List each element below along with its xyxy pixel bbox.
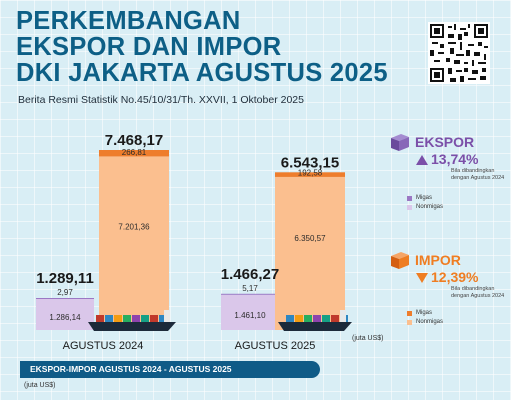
legend-swatch [407, 204, 412, 210]
title-line-2: EKSPOR DAN IMPOR [16, 33, 282, 61]
ekspor-summary: EKSPOR 13,74% Bila dibandingkan dengan A… [388, 130, 508, 190]
legend-swatch [407, 195, 412, 201]
arrow-up-icon [416, 155, 428, 165]
impor-change-note: Bila dibandingkan dengan Agustus 2024 [451, 286, 505, 299]
legend-ekspor-migas: Migas [407, 195, 432, 201]
ekspor-migas-bar [275, 172, 345, 177]
section-title-bar: EKSPOR-IMPOR AGUSTUS 2024 - AGUSTUS 2025 [20, 361, 320, 378]
impor-label: IMPOR [415, 252, 461, 268]
legend-swatch [407, 319, 412, 325]
ekspor-label: EKSPOR [415, 134, 475, 150]
chart-unit-label: (juta US$) [352, 335, 384, 342]
ekspor-container-icon [391, 134, 409, 151]
impor-migas-bar [36, 298, 94, 300]
ekspor-change-note: Bila dibandingkan dengan Agustus 2024 [451, 168, 505, 181]
cargo-ship-icon [278, 310, 352, 331]
legend-ekspor-nonmigas: Nonmigas [407, 204, 443, 210]
title-line-3: DKI JAKARTA AGUSTUS 2025 [16, 59, 388, 87]
arrow-down-icon [416, 273, 428, 283]
ekspor-migas-bar [99, 150, 169, 157]
impor-nonmigas-label: 1.461,10 [234, 311, 266, 320]
legend-swatch [407, 310, 412, 316]
impor-nonmigas-label: 1.286,14 [49, 313, 81, 322]
impor-total-label: 1.466,27 [221, 266, 279, 283]
impor-migas-label: 2,97 [57, 288, 73, 297]
ekspor-nonmigas-label: 7.201,36 [118, 222, 150, 231]
qr-code-icon [428, 22, 490, 84]
impor-total-label: 1.289,11 [36, 270, 94, 287]
impor-nonmigas-bar [36, 299, 94, 330]
category-label: AGUSTUS 2024 [63, 340, 144, 352]
footer-unit-label: (juta US$) [24, 382, 56, 389]
ekspor-nonmigas-bar [275, 176, 345, 330]
impor-container-icon [391, 252, 409, 269]
category-label: AGUSTUS 2025 [235, 340, 316, 352]
ekspor-total-label: 7.468,17 [105, 132, 163, 149]
impor-migas-bar [221, 293, 279, 295]
legend-impor-migas: Migas [407, 310, 432, 316]
page-title: PERKEMBANGAN EKSPOR DAN IMPOR DKI JAKART… [16, 8, 388, 86]
bars-layer [36, 150, 352, 331]
ekspor-change: 13,74% [431, 151, 479, 167]
cargo-ship-icon [88, 310, 176, 331]
ekspor-migas-label: 192,58 [298, 168, 323, 177]
ekspor-nonmigas-label: 6.350,57 [294, 234, 326, 243]
legend-impor-nonmigas: Nonmigas [407, 319, 443, 325]
ekspor-total-label: 6.543,15 [281, 154, 339, 171]
impor-summary: IMPOR 12,39% Bila dibandingkan dengan Ag… [388, 248, 508, 308]
impor-nonmigas-bar [221, 294, 279, 330]
impor-migas-label: 5,17 [242, 284, 258, 293]
ekspor-nonmigas-bar [99, 156, 169, 330]
impor-change: 12,39% [431, 269, 479, 285]
subtitle: Berita Resmi Statistik No.45/10/31/Th. X… [18, 94, 304, 106]
ekspor-migas-label: 266,81 [122, 148, 147, 157]
title-line-1: PERKEMBANGAN [16, 7, 241, 35]
